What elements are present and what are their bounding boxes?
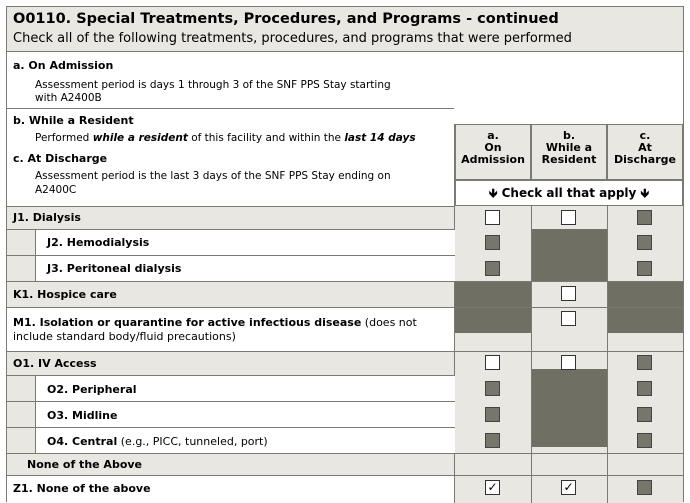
section-title: O0110. Special Treatments, Procedures, a… (13, 11, 559, 27)
checkbox-o1-a[interactable] (485, 355, 500, 370)
period-a-label: a. On Admission (13, 59, 114, 72)
checkbox-j1-b[interactable] (561, 210, 576, 225)
grid-line (454, 124, 455, 503)
divider (7, 108, 454, 109)
row-label: J3. Peritoneal dialysis (47, 262, 182, 275)
checkbox-o1-b[interactable] (561, 355, 576, 370)
row-j1: J1. Dialysis (7, 206, 454, 229)
period-c-desc-1: Assessment period is the last 3 days of … (35, 170, 391, 182)
row-label: Z1. None of the above (13, 482, 151, 495)
checkbox-m1-b[interactable] (561, 311, 576, 326)
row-label: O1. IV Access (13, 357, 97, 370)
checkbox-j3-c (637, 261, 652, 276)
row-label: M1. Isolation or quarantine for active i… (13, 316, 417, 329)
row-label-line2: include standard body/fluid precautions) (13, 330, 236, 343)
period-b-label: b. While a Resident (13, 114, 134, 127)
period-c-desc-2: A2400C (35, 184, 77, 196)
na-block (531, 229, 607, 281)
grid-line (454, 475, 683, 476)
checkbox-z1-a[interactable]: ✓ (485, 480, 500, 495)
row-o3: O3. Midline (7, 401, 455, 428)
row-label: None of the Above (27, 458, 143, 471)
grid-line (454, 307, 683, 308)
row-label: J2. Hemodialysis (47, 236, 150, 249)
checkbox-j1-c (637, 210, 652, 225)
column-header-on-admission: a. On Admission (455, 124, 531, 180)
form-section-o0110: O0110. Special Treatments, Procedures, a… (6, 6, 684, 503)
row-label: O4. Central (e.g., PICC, tunneled, port) (47, 435, 268, 448)
grid-line (531, 206, 532, 503)
checkbox-j2-c (637, 235, 652, 250)
row-none-header: None of the Above (7, 453, 454, 475)
checkbox-j2-a (485, 235, 500, 250)
row-m1: M1. Isolation or quarantine for active i… (7, 307, 454, 351)
checkbox-o2-a (485, 381, 500, 396)
period-a-desc-2: with A2400B (35, 92, 102, 104)
row-o4: O4. Central (e.g., PICC, tunneled, port) (7, 427, 455, 454)
checkbox-o3-c (637, 407, 652, 422)
row-j3: J3. Peritoneal dialysis (7, 255, 455, 282)
column-header-while-resident: b. While a Resident (531, 124, 607, 180)
checkbox-o4-c (637, 433, 652, 448)
column-header-at-discharge: c. At Discharge (607, 124, 683, 180)
period-b-desc: Performed while a resident of this facil… (35, 132, 416, 144)
grid-line (454, 453, 683, 454)
row-o1: O1. IV Access (7, 351, 454, 375)
row-k1: K1. Hospice care (7, 281, 454, 307)
grid-line (607, 206, 608, 503)
row-label: O3. Midline (47, 409, 118, 422)
none-header-blank (455, 447, 683, 469)
row-j2: J2. Hemodialysis (7, 229, 455, 256)
row-label: J1. Dialysis (13, 211, 81, 224)
checkbox-o3-a (485, 407, 500, 422)
checkbox-o1-c (637, 355, 652, 370)
checkbox-j3-a (485, 261, 500, 276)
checkbox-z1-c (637, 480, 652, 495)
checkbox-z1-b[interactable]: ✓ (561, 480, 576, 495)
checkbox-j1-a[interactable] (485, 210, 500, 225)
grid-line (454, 351, 683, 352)
row-z1: Z1. None of the above (7, 475, 454, 503)
check-all-that-apply: 🡻 Check all that apply 🡻 (455, 180, 683, 206)
row-label: O2. Peripheral (47, 383, 137, 396)
grid-line (454, 281, 683, 282)
period-c-label: c. At Discharge (13, 152, 108, 165)
row-o2: O2. Peripheral (7, 375, 455, 402)
section-instructions: Check all of the following treatments, p… (13, 31, 572, 46)
checkbox-o4-a (485, 433, 500, 448)
section-header: O0110. Special Treatments, Procedures, a… (7, 7, 683, 52)
na-block (531, 369, 607, 447)
period-a-desc-1: Assessment period is days 1 through 3 of… (35, 79, 391, 91)
row-label: K1. Hospice care (13, 288, 117, 301)
checkbox-k1-b[interactable] (561, 286, 576, 301)
checkbox-o2-c (637, 381, 652, 396)
